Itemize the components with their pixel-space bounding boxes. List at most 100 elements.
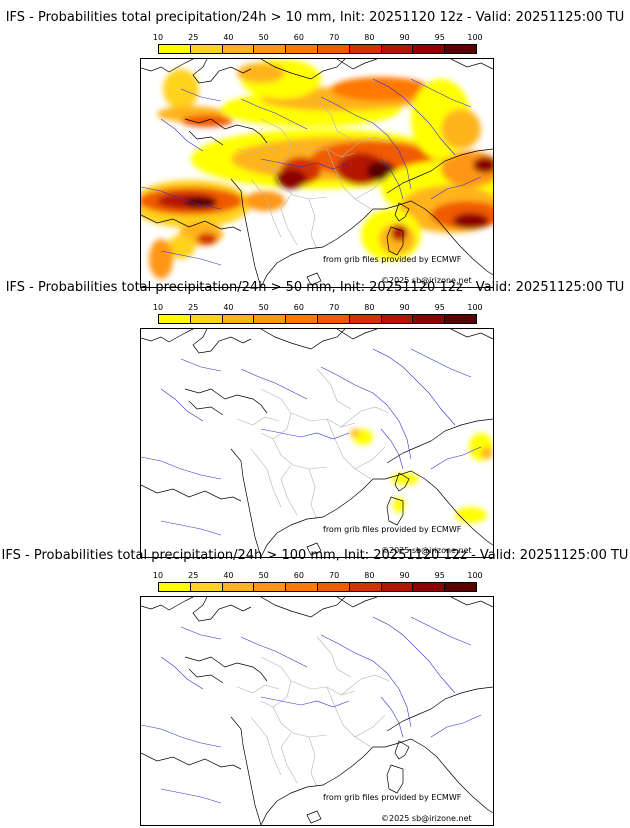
coastline	[386, 226, 404, 256]
coastline	[230, 716, 262, 825]
colorbar-tick-label: 10	[152, 571, 164, 580]
colorbar-segment	[159, 315, 191, 323]
colorbar-tick-label: 10	[152, 33, 164, 42]
river	[240, 368, 308, 400]
credit-copyright: ©2025 sb@irizone.net	[381, 276, 472, 285]
region-border	[316, 98, 352, 140]
colorbar	[158, 314, 477, 324]
colorbar-tick-label: 25	[188, 571, 199, 580]
region-border	[308, 468, 318, 520]
coastline-layer	[141, 597, 493, 825]
precip-map-10mm[interactable]: from grib files provided by ECMWF ©2025 …	[140, 58, 494, 288]
probability-field	[350, 429, 493, 523]
river	[320, 634, 412, 728]
region-border	[260, 656, 292, 708]
river	[380, 696, 404, 738]
colorbar-tick-label: 90	[399, 303, 410, 312]
map-svg	[141, 329, 493, 557]
coastline	[188, 130, 224, 146]
coastline	[450, 597, 493, 608]
colorbar-tick-label: 70	[329, 571, 340, 580]
coastline	[306, 542, 322, 556]
coastline	[141, 752, 242, 770]
coastline-layer	[141, 329, 493, 557]
colorbar-segment	[445, 45, 476, 53]
coastline	[450, 59, 493, 70]
coastline	[141, 59, 194, 73]
river	[180, 88, 222, 102]
coastline	[386, 418, 493, 464]
coastline	[450, 329, 493, 340]
region-border	[280, 732, 298, 784]
coastline	[141, 597, 194, 611]
region-border	[272, 168, 328, 200]
colorbar-labels: 10 25 40 50 60 70 80 90 95 100	[153, 303, 483, 313]
region-border	[308, 736, 318, 788]
colorbar	[158, 44, 477, 54]
coastline	[306, 810, 322, 824]
region-border	[280, 194, 298, 246]
probability-area	[391, 473, 419, 485]
probability-area	[275, 169, 307, 189]
coastline	[260, 329, 346, 350]
panel-50mm: IFS - Probabilities total precipitation/…	[0, 280, 630, 558]
river	[410, 616, 472, 646]
colorbar-segment	[254, 45, 287, 53]
colorbar-tick-label: 90	[399, 571, 410, 580]
region-border	[280, 464, 298, 516]
river	[410, 348, 472, 378]
colorbar-tick-label: 50	[258, 571, 269, 580]
probability-area	[197, 233, 217, 245]
probability-area	[473, 157, 493, 173]
region-border	[250, 178, 282, 238]
colorbar-tick-label: 80	[364, 571, 375, 580]
coastline	[394, 740, 410, 760]
coastline	[184, 388, 268, 414]
coastline	[386, 686, 493, 732]
river	[372, 616, 456, 694]
colorbar-labels: 10 25 40 50 60 70 80 90 95 100	[153, 33, 483, 43]
river	[320, 96, 412, 190]
region-border-layer	[236, 368, 390, 520]
region-border	[290, 680, 356, 696]
river	[180, 626, 222, 640]
river	[160, 118, 204, 152]
colorbar-tick-label: 80	[364, 303, 375, 312]
colorbar-segment	[190, 315, 223, 323]
coastline	[336, 597, 378, 608]
region-border	[272, 706, 328, 738]
river	[141, 456, 222, 480]
coastline	[260, 738, 493, 825]
river	[260, 428, 350, 440]
colorbar-segment	[286, 315, 318, 323]
river	[160, 788, 222, 804]
river-layer	[141, 616, 482, 804]
map-svg	[141, 597, 493, 825]
colorbar-tick-label: 100	[467, 571, 483, 580]
river	[430, 176, 482, 200]
colorbar-segment	[254, 583, 287, 591]
coastline	[260, 470, 493, 557]
river	[372, 348, 456, 426]
precip-map-100mm[interactable]: from grib files provided by ECMWF ©2025 …	[140, 596, 494, 826]
colorbar-segment	[413, 583, 446, 591]
region-border-layer	[236, 98, 390, 250]
credit-grib: from grib files provided by ECMWF	[323, 793, 462, 802]
coastline-layer	[141, 59, 493, 287]
river	[160, 388, 204, 422]
region-border	[308, 198, 318, 250]
probability-area	[391, 225, 407, 241]
region-border	[272, 438, 328, 470]
region-border	[340, 674, 390, 696]
river	[141, 724, 222, 748]
colorbar-segment	[222, 315, 255, 323]
colorbar-segment	[445, 315, 476, 323]
river	[141, 186, 222, 210]
precip-map-50mm[interactable]: from grib files provided by ECMWF ©2025 …	[140, 328, 494, 558]
river	[160, 250, 222, 266]
colorbar-tick-label: 90	[399, 33, 410, 42]
river	[380, 428, 404, 470]
coastline	[192, 597, 252, 622]
probability-field	[141, 59, 493, 279]
coastline	[260, 200, 493, 287]
